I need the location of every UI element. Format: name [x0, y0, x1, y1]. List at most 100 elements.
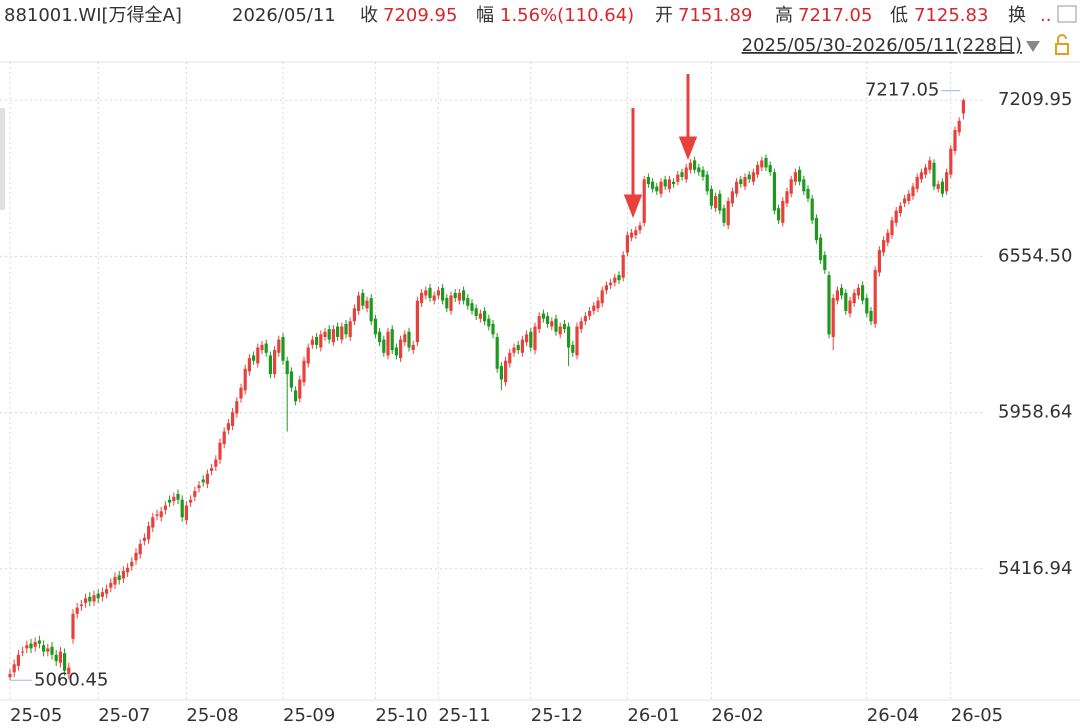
wp-icon[interactable] [1057, 5, 1077, 23]
candle-body [96, 593, 100, 599]
candle-body [697, 167, 701, 173]
candle-body [768, 165, 772, 173]
security: 881001.WI[万得全A] [4, 5, 182, 26]
candle-body [953, 130, 957, 151]
candle-body [630, 232, 634, 238]
candle-body [289, 371, 293, 388]
candle-body [525, 334, 529, 343]
candle-body [92, 595, 96, 602]
candle-body [424, 290, 428, 296]
candle-body [625, 235, 629, 253]
y-tick-label: 5958.64 [998, 402, 1072, 423]
candle-body [67, 667, 71, 674]
candle-body [600, 290, 604, 304]
candle-body [508, 352, 512, 364]
candle-body [201, 479, 205, 483]
candle-body [218, 442, 222, 460]
candle-body [684, 167, 688, 180]
candle-body [168, 499, 172, 503]
candle-body [651, 181, 655, 189]
candle-body [798, 169, 802, 182]
candle-body [344, 323, 348, 335]
candle-body [25, 645, 29, 649]
candle-body [252, 355, 256, 361]
candle-body [903, 198, 907, 204]
candle-body [814, 217, 818, 241]
field-value: 1.56%(110.64) [500, 5, 634, 26]
candle-body [848, 300, 852, 314]
candle-body [163, 505, 167, 510]
date: 2026/05/11 [232, 5, 336, 26]
candle-body [495, 336, 499, 369]
candle-body [747, 174, 751, 180]
candle-body [420, 292, 424, 304]
x-tick-label: 26-05 [951, 705, 1003, 726]
candle-body [12, 664, 16, 673]
candle-body [806, 188, 810, 199]
candle-body [361, 292, 365, 306]
candle-body [172, 496, 176, 502]
candle-body [315, 336, 319, 345]
candle-body [197, 485, 201, 489]
candle-body [184, 505, 188, 521]
candle-body [453, 292, 457, 299]
x-tick-label: 25-08 [186, 705, 238, 726]
candle-body [50, 646, 54, 655]
min-label: 5060.45 [34, 669, 108, 690]
candle-body [894, 210, 898, 223]
candle-body [802, 179, 806, 192]
date-range[interactable]: 2025/05/30-2026/05/11(228日) [742, 35, 1022, 56]
candle-body [844, 292, 848, 311]
candle-body [676, 174, 680, 182]
candle-body [827, 275, 831, 335]
candle-body [789, 179, 793, 194]
candle-body [831, 298, 835, 337]
candle-body [231, 412, 235, 426]
candle-body [596, 300, 600, 309]
candle-body [260, 344, 264, 351]
candle-body [84, 598, 88, 603]
candle-body [29, 643, 33, 649]
candle-body [71, 613, 75, 639]
candle-body [155, 514, 159, 516]
candle-body [592, 305, 596, 311]
candle-body [474, 308, 478, 317]
candle-body [147, 526, 151, 540]
candle-body [151, 517, 155, 528]
candle-body [554, 318, 558, 332]
candle-body [268, 355, 272, 375]
candle-body [810, 198, 814, 221]
candle-body [936, 184, 940, 189]
candle-body [487, 318, 491, 327]
candle-body [109, 583, 113, 588]
candle-body [642, 179, 646, 223]
lock-icon[interactable] [1055, 43, 1069, 55]
field-label: 收 [360, 5, 378, 26]
candle-body [281, 336, 285, 361]
field-label: 高 [775, 5, 793, 26]
candle-body [378, 331, 382, 343]
candle-body [735, 181, 739, 194]
marker-arrow [623, 108, 643, 219]
candle-body [886, 232, 890, 243]
max-label: 7217.05 [865, 80, 939, 101]
candle-body [898, 205, 902, 214]
candle-body [777, 208, 781, 221]
dropdown-arrow[interactable] [1026, 41, 1040, 52]
candle-body [793, 172, 797, 182]
candle-body [432, 295, 436, 301]
candle-body [743, 176, 747, 187]
candle-body [604, 285, 608, 291]
side-handle [0, 108, 5, 210]
candle-body [856, 287, 860, 296]
candle-body [138, 543, 142, 555]
candle-body [323, 331, 327, 337]
candle-body [394, 347, 398, 356]
candle-body [310, 339, 314, 345]
y-tick-label: 6554.50 [998, 245, 1072, 266]
candle-body [235, 401, 239, 414]
candle-body [529, 331, 533, 348]
candle-body [415, 300, 419, 343]
x-tick-label: 25-12 [531, 705, 583, 726]
candle-body [470, 303, 474, 311]
